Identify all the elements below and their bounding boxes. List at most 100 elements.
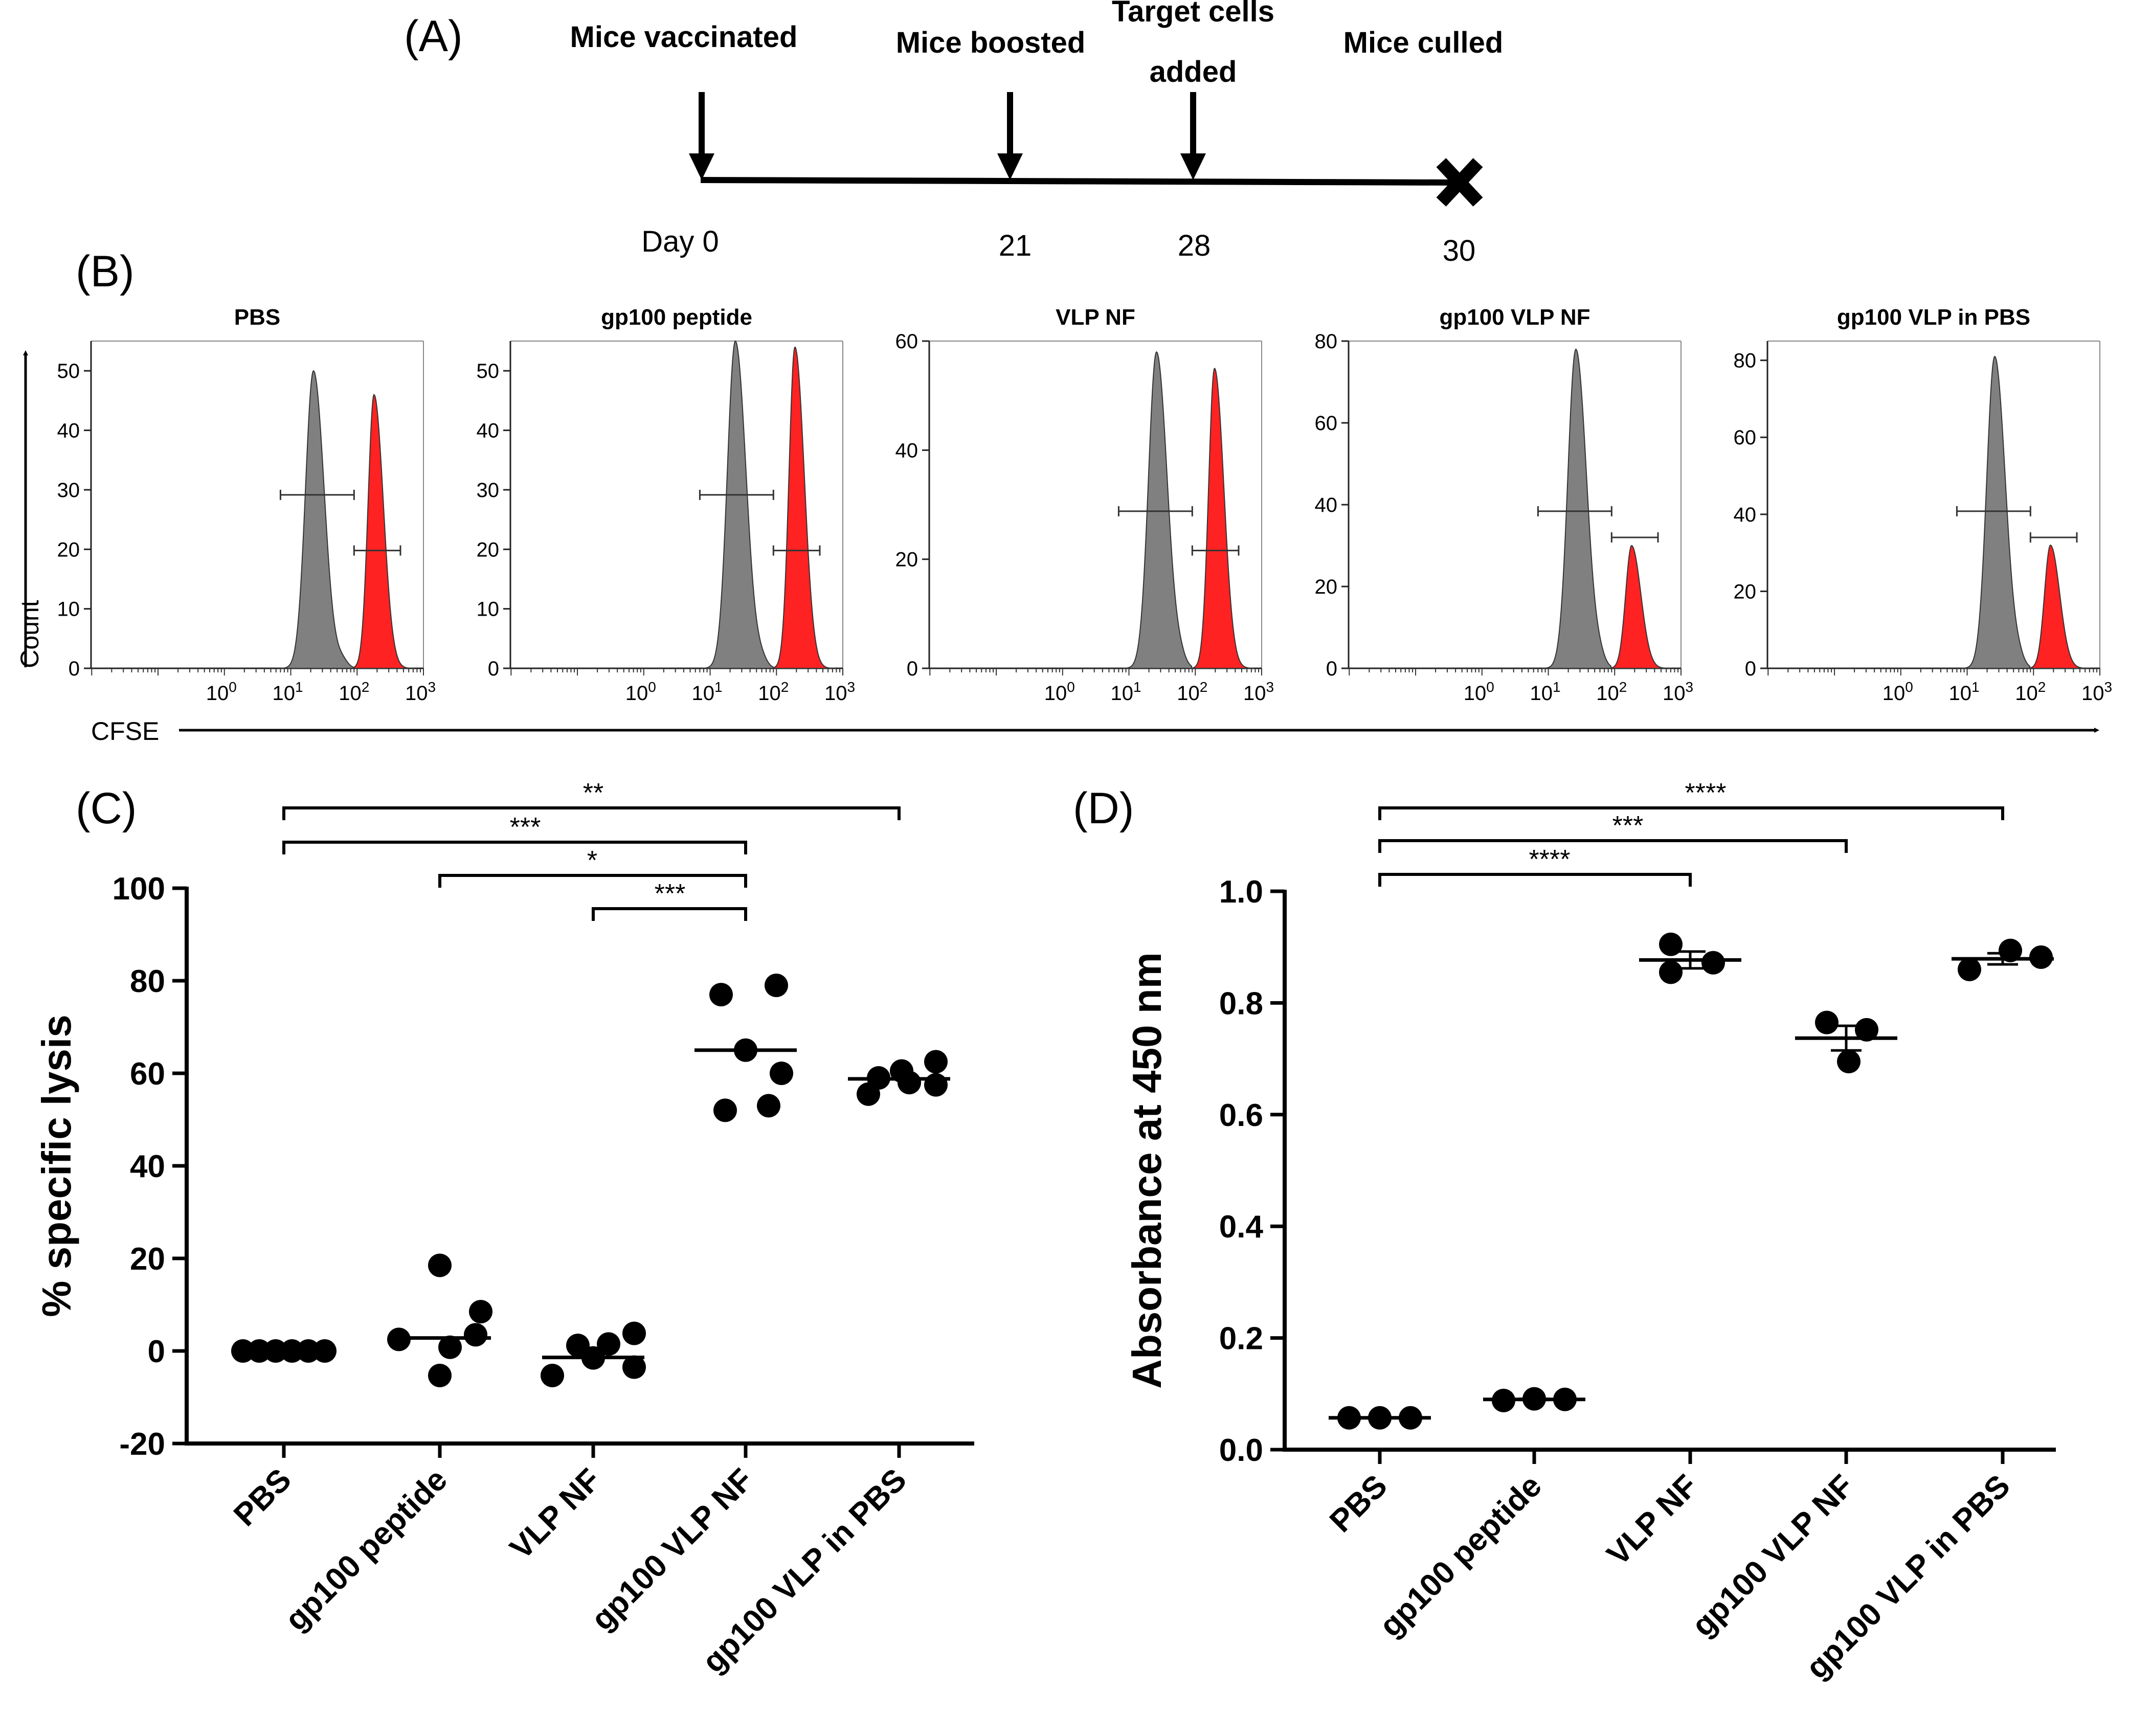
hist-ytick-label: 40 <box>1315 494 1338 516</box>
hist-ytick-label: 50 <box>477 360 500 382</box>
hist-peak-red <box>1192 368 1255 669</box>
data-point-gp100-peptide <box>464 1323 487 1347</box>
hist-xtick-label: 101 <box>272 679 303 705</box>
event-culled: Mice culled <box>1343 26 1504 59</box>
data-point-gp100-vlp-nf <box>1855 1018 1878 1042</box>
hist-ytick-label: 0 <box>907 658 918 680</box>
hist-title: gp100 VLP NF <box>1439 305 1590 330</box>
histogram-pbs: PBS 0 10 20 30 40 50 100 101 102 103 <box>57 305 436 705</box>
timeline-arrow-target-cells <box>1180 92 1206 180</box>
x-tick-label-vlp-nf: VLP NF <box>503 1462 608 1566</box>
hist-ytick-label: 40 <box>477 420 500 442</box>
hist-ytick-label: 20 <box>1734 580 1757 603</box>
hist-xtick-label: 101 <box>1948 679 1979 705</box>
significance-stars: ** <box>583 778 603 808</box>
y-tick-label: 0.6 <box>1219 1098 1263 1133</box>
day-0-label: Day 0 <box>641 225 719 258</box>
data-point-vlp-nf <box>1659 932 1683 956</box>
x-tick-label-gp100-peptide: gp100 peptide <box>278 1462 454 1638</box>
x-tick-label-gp100-vlp-nf: gp100 VLP NF <box>585 1462 760 1637</box>
y-tick-label: 60 <box>130 1056 165 1092</box>
histogram-gp100-vlp-in-pbs: gp100 VLP in PBS 0 20 40 60 80 100 101 102 103 <box>1734 305 2113 705</box>
y-axis-label: % specific lysis <box>34 1014 79 1317</box>
day-30-label: 30 <box>1443 234 1476 267</box>
data-point-vlp-nf <box>622 1321 646 1345</box>
hist-ytick-label: 0 <box>488 658 499 680</box>
hist-peak-red <box>353 394 415 669</box>
y-tick-label: 0.8 <box>1219 986 1263 1021</box>
data-point-gp100-peptide <box>438 1335 462 1359</box>
hist-title: gp100 VLP in PBS <box>1837 305 2030 330</box>
panel-label-c: (C) <box>76 784 137 833</box>
hist-ytick-label: 40 <box>57 420 80 442</box>
hist-title: VLP NF <box>1056 305 1135 330</box>
y-tick-label: 0.4 <box>1219 1209 1264 1245</box>
y-tick-label: 0.2 <box>1219 1321 1263 1357</box>
hist-xtick-label: 100 <box>625 679 656 705</box>
data-point-gp100-peptide <box>469 1300 492 1324</box>
hist-ytick-label: 80 <box>1315 330 1338 353</box>
histogram-vlp-nf: VLP NF 0 20 40 60 100 101 102 103 <box>895 305 1274 705</box>
timeline-arrow-vaccinated <box>689 92 714 180</box>
y-tick-label: 80 <box>130 964 165 999</box>
data-point-gp100-peptide <box>428 1253 452 1277</box>
hist-xtick-label: 100 <box>1883 679 1913 705</box>
hist-peak-red <box>773 346 835 669</box>
hist-ytick-label: 0 <box>1326 658 1337 680</box>
data-point-vlp-nf <box>1659 960 1683 984</box>
timeline-axis <box>700 177 1458 186</box>
hist-xtick-label: 101 <box>1530 679 1560 705</box>
data-point-gp100-vlp-in-pbs <box>924 1073 948 1097</box>
hist-xtick-label: 102 <box>758 679 789 705</box>
hist-xtick-label: 100 <box>1464 679 1494 705</box>
y-tick-label: 20 <box>130 1242 165 1277</box>
hist-ytick-label: 0 <box>69 658 80 680</box>
y-tick-label: 1.0 <box>1219 874 1263 910</box>
cfse-axis-label: CFSE <box>91 717 159 746</box>
hist-ytick-label: 60 <box>1315 412 1338 435</box>
hist-xtick-label: 103 <box>1243 679 1274 705</box>
data-point-gp100-vlp-in-pbs <box>1958 957 1981 981</box>
significance-stars: *** <box>1612 811 1644 841</box>
x-tick-label-gp100-peptide: gp100 peptide <box>1373 1468 1549 1644</box>
event-target-cells-added: added <box>1150 55 1237 88</box>
data-point-gp100-vlp-in-pbs <box>857 1082 880 1106</box>
data-point-vlp-nf <box>1701 951 1725 975</box>
data-point-gp100-vlp-in-pbs <box>1999 938 2022 962</box>
x-tick-label-gp100-vlp-nf: gp100 VLP NF <box>1685 1468 1861 1643</box>
hist-ytick-label: 40 <box>895 439 918 462</box>
hist-peak-grey <box>279 370 355 669</box>
hist-peak-grey <box>1123 351 1193 669</box>
histogram-gp100-peptide: gp100 peptide 0 10 20 30 40 50 100 101 102 103 <box>477 305 856 705</box>
event-vaccinated: Mice vaccinated <box>570 20 798 54</box>
timeline-arrow-boosted <box>997 92 1023 180</box>
hist-title: gp100 peptide <box>601 305 752 330</box>
hist-ytick-label: 20 <box>477 538 500 561</box>
hist-peak-red <box>1611 545 1672 669</box>
x-tick-label-vlp-nf: VLP NF <box>1600 1468 1705 1572</box>
panel-label-b: (B) <box>76 247 135 296</box>
y-tick-label: 40 <box>130 1149 165 1184</box>
hist-ytick-label: 10 <box>57 598 80 621</box>
hist-peak-grey <box>1961 355 2031 669</box>
hist-peak-grey <box>1542 348 1612 669</box>
data-point-gp100-peptide <box>428 1363 452 1387</box>
timeline-panel: Mice vaccinated Mice boosted Target cell… <box>570 0 1504 267</box>
hist-xtick-label: 103 <box>405 679 436 705</box>
y-tick-label: 0.0 <box>1219 1433 1263 1468</box>
data-point-gp100-vlp-in-pbs <box>898 1071 921 1095</box>
significance-stars: **** <box>1529 845 1571 874</box>
event-target-cells: Target cells <box>1112 0 1274 28</box>
data-point-gp100-vlp-nf <box>770 1062 793 1085</box>
hist-ytick-label: 10 <box>477 598 500 621</box>
significance-stars: **** <box>1685 778 1727 808</box>
significance-stars: * <box>587 846 597 875</box>
hist-ytick-label: 30 <box>477 479 500 502</box>
hist-peak-grey <box>701 340 774 669</box>
y-tick-label: -20 <box>119 1427 165 1462</box>
y-axis-label: Absorbance at 450 nm <box>1124 952 1170 1389</box>
hist-ytick-label: 20 <box>1315 576 1338 598</box>
data-point-gp100-vlp-nf <box>765 974 788 998</box>
